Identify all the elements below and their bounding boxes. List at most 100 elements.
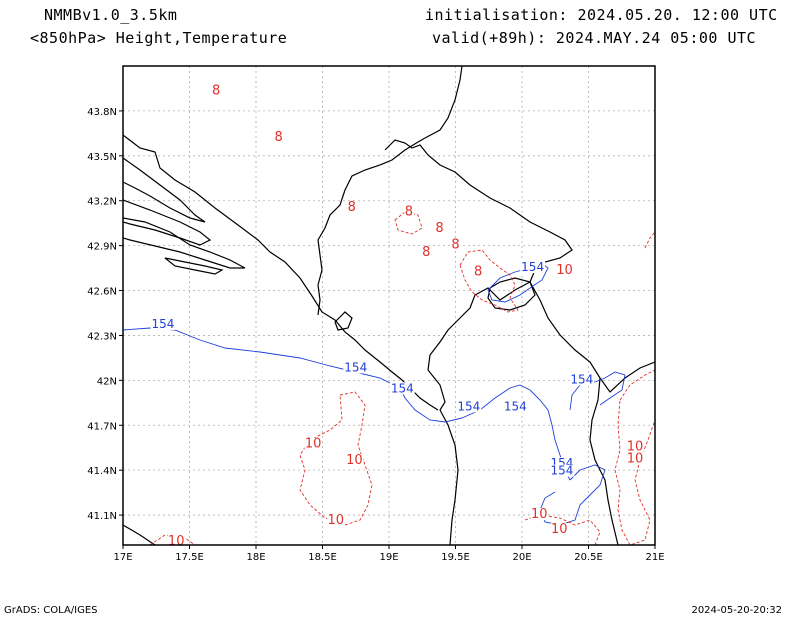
temperature-contour-label: 10 (556, 263, 573, 278)
lat-tick-label: 41.7N (87, 421, 117, 432)
coastline-south (123, 524, 156, 545)
temperature-contour-label: 10 (328, 513, 345, 528)
height-contours (123, 261, 626, 526)
temperature-contour-label: 10 (305, 437, 322, 452)
temperature-contour-label-bg (450, 238, 461, 251)
temperature-contour-label-bg (304, 437, 322, 450)
temperature-contour-label: 10 (531, 507, 548, 522)
temperature-contour-label: 10 (346, 453, 363, 468)
height-contour-154-southeast (569, 371, 626, 411)
lat-tick-label: 42.3N (87, 331, 117, 342)
temp-contour-10-ne (644, 231, 655, 249)
height-contour-label: 154 (504, 399, 527, 413)
lat-tick-label: 43.5N (87, 152, 117, 163)
lat-tick-label: 41.4N (87, 466, 117, 477)
height-contour-label: 154 (521, 260, 544, 274)
temperature-contour-label-bg (327, 514, 345, 527)
level-fields-title: <850hPa> Height,Temperature (30, 29, 288, 47)
temperature-contour-label-bg (273, 130, 284, 143)
lat-tick-label: 41.1N (87, 511, 117, 522)
coastline-island-4 (123, 217, 246, 269)
temperature-contour-label-bg (346, 201, 357, 214)
temperature-contour-label: 10 (627, 452, 644, 467)
temperature-contour-label: 8 (274, 130, 282, 145)
lat-tick-label: 43.8N (87, 107, 117, 118)
temperature-contour-label-bg (473, 265, 483, 278)
height-contour-label: 154 (457, 399, 480, 413)
temperature-contour-label-bg (404, 205, 414, 218)
height-contour-label-bg (520, 261, 546, 274)
coastline-main (123, 134, 439, 411)
software-credit: GrADS: COLA/IGES (4, 605, 98, 616)
coastline-island-3 (164, 257, 224, 275)
height-contour-label-bg (569, 373, 595, 386)
temperature-contour-label: 8 (348, 200, 356, 215)
lon-tick-label: 18.5E (308, 552, 337, 563)
height-contour-label: 154 (391, 381, 414, 395)
temperature-contour-label-bg (345, 454, 364, 467)
temperature-contour-label-bg (626, 440, 644, 453)
temp-contour-8-east (459, 249, 519, 313)
height-contour-label: 154 (570, 372, 593, 386)
lat-lon-grid (123, 66, 655, 545)
temperature-contour-label-bg (530, 508, 548, 521)
coastline-island-1 (123, 157, 206, 223)
height-contour-label-bg (456, 400, 482, 413)
height-contour-154-central (461, 384, 571, 481)
lake-outline (334, 311, 353, 331)
lon-tick-label: 19.5E (441, 552, 470, 563)
lat-tick-label: 42.9N (87, 242, 117, 253)
height-contour-label-bg (549, 464, 575, 477)
country-border-east (529, 281, 655, 393)
temperature-contour-label: 10 (627, 440, 644, 455)
model-title: NMMBv1.0_3.5km (44, 6, 178, 24)
country-border-west (317, 137, 426, 316)
lon-tick-label: 21E (645, 552, 664, 563)
temperature-contour-label: 10 (551, 522, 568, 537)
temperature-contour-label-bg (434, 222, 445, 235)
height-contour-label: 154 (151, 317, 174, 331)
height-contour-label-bg (502, 400, 528, 413)
height-contour-154-north (487, 261, 549, 303)
lat-tick-label: 42N (97, 376, 117, 387)
coastline-borders (123, 66, 655, 545)
temperature-contour-label: 8 (474, 265, 482, 280)
height-contour-154-west (123, 327, 463, 423)
initialisation-time: initialisation: 2024.05.20. 12:00 UTC (425, 6, 778, 24)
lon-tick-label: 18E (246, 552, 265, 563)
height-contour-label-bg (389, 382, 415, 395)
country-border-central (427, 281, 531, 411)
lon-tick-label: 19E (379, 552, 398, 563)
valid-time: valid(+89h): 2024.MAY.24 05:00 UTC (432, 29, 757, 47)
lat-tick-label: 43.2N (87, 197, 117, 208)
temperature-contour-label-bg (550, 523, 568, 536)
temperature-contour-label-bg (211, 84, 221, 97)
temperature-contour-label: 8 (212, 83, 220, 98)
country-border-north (424, 66, 463, 139)
lon-tick-label: 20E (512, 552, 531, 563)
height-contour-label: 154 (550, 464, 573, 478)
axis-ticks: 17E 17.5E 18E 18.5E 19E 19.5E 20E 20.5E 21E 41.1N… (87, 107, 664, 563)
temperature-contour-label: 10 (168, 534, 185, 549)
temperature-contour-label-bg (626, 452, 644, 465)
temperature-contour-label: 8 (435, 221, 443, 236)
lon-tick-label: 17E (113, 552, 132, 563)
generated-timestamp: 2024-05-20-20:32 (691, 605, 782, 616)
lon-tick-label: 20.5E (574, 552, 603, 563)
lat-tick-label: 42.6N (87, 287, 117, 298)
height-contour-label-bg (343, 361, 369, 374)
temperature-contour-label: 8 (451, 238, 459, 253)
temperature-contour-label: 8 (422, 245, 430, 260)
temperature-contour-label-bg (555, 264, 574, 277)
coastline-island-2 (123, 199, 212, 246)
lon-tick-label: 17.5E (175, 552, 204, 563)
temperature-contour-label-bg (421, 246, 432, 259)
temperature-contour-label-bg (167, 535, 185, 545)
country-border-inner-2 (439, 409, 459, 545)
kosovo-outline (487, 277, 536, 311)
country-border-inner (384, 139, 573, 283)
country-border-south (589, 377, 619, 545)
